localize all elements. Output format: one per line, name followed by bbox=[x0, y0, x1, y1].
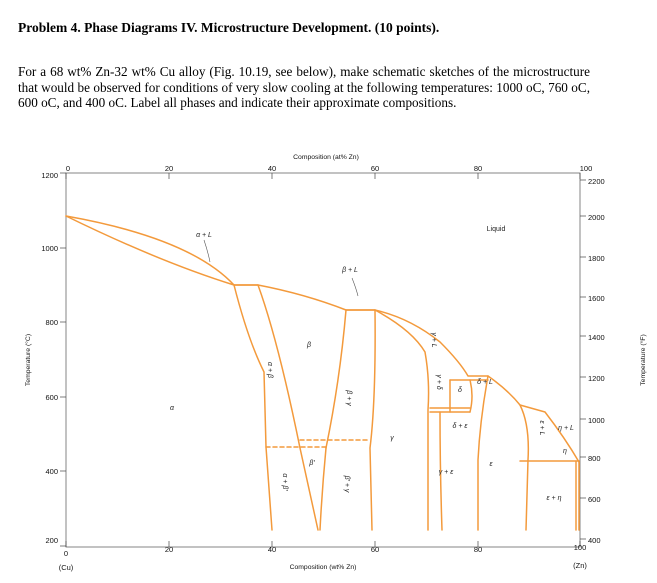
x-axis-title: Composition (wt% Zn) bbox=[290, 564, 357, 571]
label-beta-gamma: β + γ bbox=[345, 389, 352, 406]
problem-title: Problem 4. Phase Diagrams IV. Microstruc… bbox=[18, 20, 440, 35]
f-tick-2000: 2000 bbox=[588, 213, 605, 222]
f-tick-1600: 1600 bbox=[588, 294, 605, 303]
label-delta: δ bbox=[458, 387, 462, 394]
x-tick-40: 40 bbox=[268, 545, 276, 554]
f-tick-1000: 1000 bbox=[588, 416, 605, 425]
label-alpha: α bbox=[170, 405, 175, 412]
label-delta-eps: δ + ε bbox=[453, 423, 469, 430]
top-tick-40: 40 bbox=[268, 164, 276, 173]
label-beta-l: β + L bbox=[341, 267, 358, 274]
x-tick-60: 60 bbox=[371, 545, 379, 554]
f-tick-800: 800 bbox=[588, 454, 601, 463]
top-tick-80: 80 bbox=[474, 164, 482, 173]
x-tick-100: 100 bbox=[574, 543, 587, 552]
f-tick-1800: 1800 bbox=[588, 254, 605, 263]
x-tick-0: 0 bbox=[64, 549, 68, 558]
label-beta: β bbox=[306, 342, 311, 349]
top-tick-20: 20 bbox=[165, 164, 173, 173]
label-gamma-delta: γ + δ bbox=[435, 374, 442, 389]
label-eps: ε bbox=[489, 461, 493, 468]
label-betap-gamma: β′ + γ bbox=[343, 475, 350, 493]
x-end-label-cu: (Cu) bbox=[59, 563, 74, 572]
top-tick-0: 0 bbox=[66, 164, 70, 173]
x-tick-80: 80 bbox=[474, 545, 482, 554]
label-arrows bbox=[203, 239, 359, 297]
liquidus-line bbox=[65, 215, 580, 463]
solidus-line bbox=[65, 215, 235, 286]
beta-left bbox=[257, 284, 319, 531]
phase-boundaries bbox=[65, 215, 580, 531]
label-alpha-betap: α + β′ bbox=[281, 473, 288, 491]
x-axis-wt: 0 20 40 60 80 100 (Cu) (Zn) Composition … bbox=[59, 541, 587, 572]
problem-text: For a 68 wt% Zn-32 wt% Cu alloy (Fig. 10… bbox=[18, 64, 590, 111]
f-tick-400: 400 bbox=[588, 536, 601, 545]
phase-labels: α + L β + L Liquid α β α + β β + γ β′ α … bbox=[170, 226, 574, 502]
alpha-solvus bbox=[233, 284, 273, 531]
label-gamma: γ bbox=[390, 435, 394, 442]
y-axis-title-celsius: Temperature (°C) bbox=[24, 334, 32, 386]
label-eps-l: ε + L bbox=[538, 421, 545, 436]
top-axis-title: Composition (at% Zn) bbox=[293, 154, 359, 161]
y-tick-1200: 1200 bbox=[41, 171, 58, 180]
y-tick-800: 800 bbox=[45, 318, 58, 327]
plot-frame bbox=[65, 172, 581, 548]
label-liquid: Liquid bbox=[487, 226, 506, 233]
f-tick-600: 600 bbox=[588, 495, 601, 504]
f-tick-2200: 2200 bbox=[588, 177, 605, 186]
gamma-right-lower bbox=[439, 411, 443, 531]
y-tick-200: 200 bbox=[45, 536, 58, 545]
x-axis-at: 0 20 40 60 80 100 Composition (at% Zn) bbox=[65, 154, 593, 179]
gamma-left bbox=[369, 309, 376, 531]
y-axis-celsius: 1200 1000 800 600 400 200 Temperature (°… bbox=[24, 171, 66, 547]
label-betap: β′ bbox=[308, 460, 315, 467]
label-alpha-beta: α + β bbox=[266, 362, 273, 378]
top-tick-100: 100 bbox=[580, 164, 593, 173]
x-end-label-zn: (Zn) bbox=[573, 561, 587, 570]
y-axis-title-fahrenheit: Temperature (°F) bbox=[639, 334, 647, 385]
eps-left bbox=[477, 375, 489, 531]
gamma-right bbox=[374, 309, 430, 531]
y-tick-1000: 1000 bbox=[41, 244, 58, 253]
y-tick-400: 400 bbox=[45, 467, 58, 476]
label-eta-l: η + L bbox=[558, 425, 574, 432]
beta-right bbox=[325, 309, 347, 449]
y-axis-fahrenheit: 400 600 800 1000 1200 1400 1600 1800 200… bbox=[580, 177, 647, 545]
label-gamma-eps: γ + ε bbox=[439, 469, 454, 476]
label-gamma-l: γ + L bbox=[430, 332, 437, 347]
top-tick-60: 60 bbox=[371, 164, 379, 173]
f-tick-1400: 1400 bbox=[588, 333, 605, 342]
label-delta-l: δ + L bbox=[477, 379, 493, 386]
eps-right bbox=[519, 404, 530, 531]
delta-right bbox=[469, 379, 473, 413]
label-alpha-l: α + L bbox=[196, 232, 212, 239]
x-tick-20: 20 bbox=[165, 545, 173, 554]
y-tick-600: 600 bbox=[45, 393, 58, 402]
beta-right-lower bbox=[319, 447, 327, 531]
label-eta: η bbox=[563, 448, 567, 455]
f-tick-1200: 1200 bbox=[588, 374, 605, 383]
label-eps-eta: ε + η bbox=[547, 495, 562, 502]
